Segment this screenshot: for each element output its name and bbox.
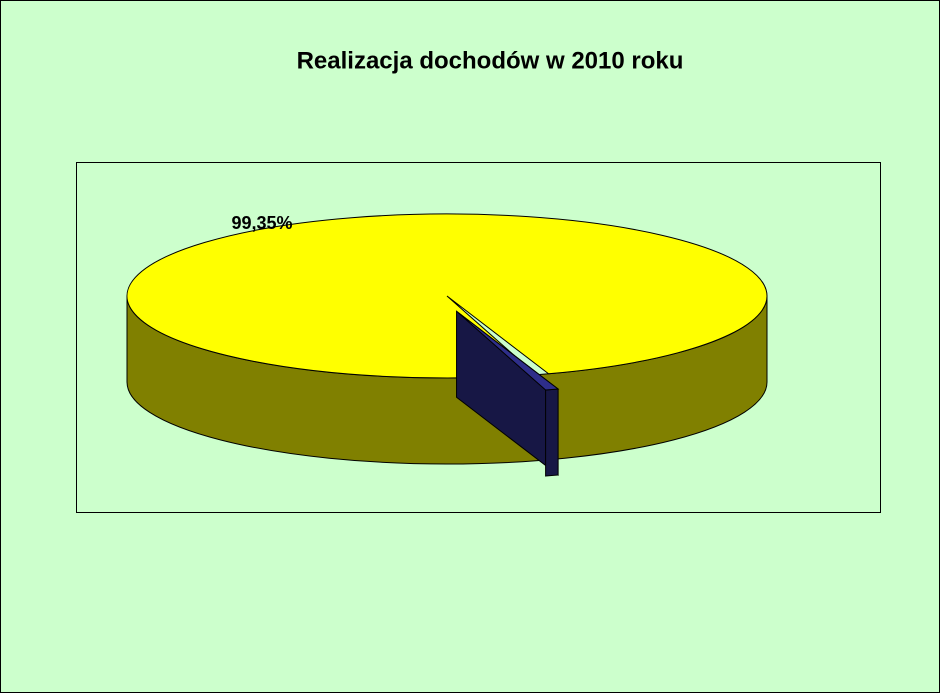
plot-area: [76, 162, 881, 513]
pie-slice: [456, 310, 560, 391]
pie-slice: [126, 213, 768, 379]
pie-side: [545, 388, 559, 477]
chart-title: Realizacja dochodów w 2010 roku: [297, 47, 684, 74]
data-label: 99,35%: [231, 213, 292, 233]
